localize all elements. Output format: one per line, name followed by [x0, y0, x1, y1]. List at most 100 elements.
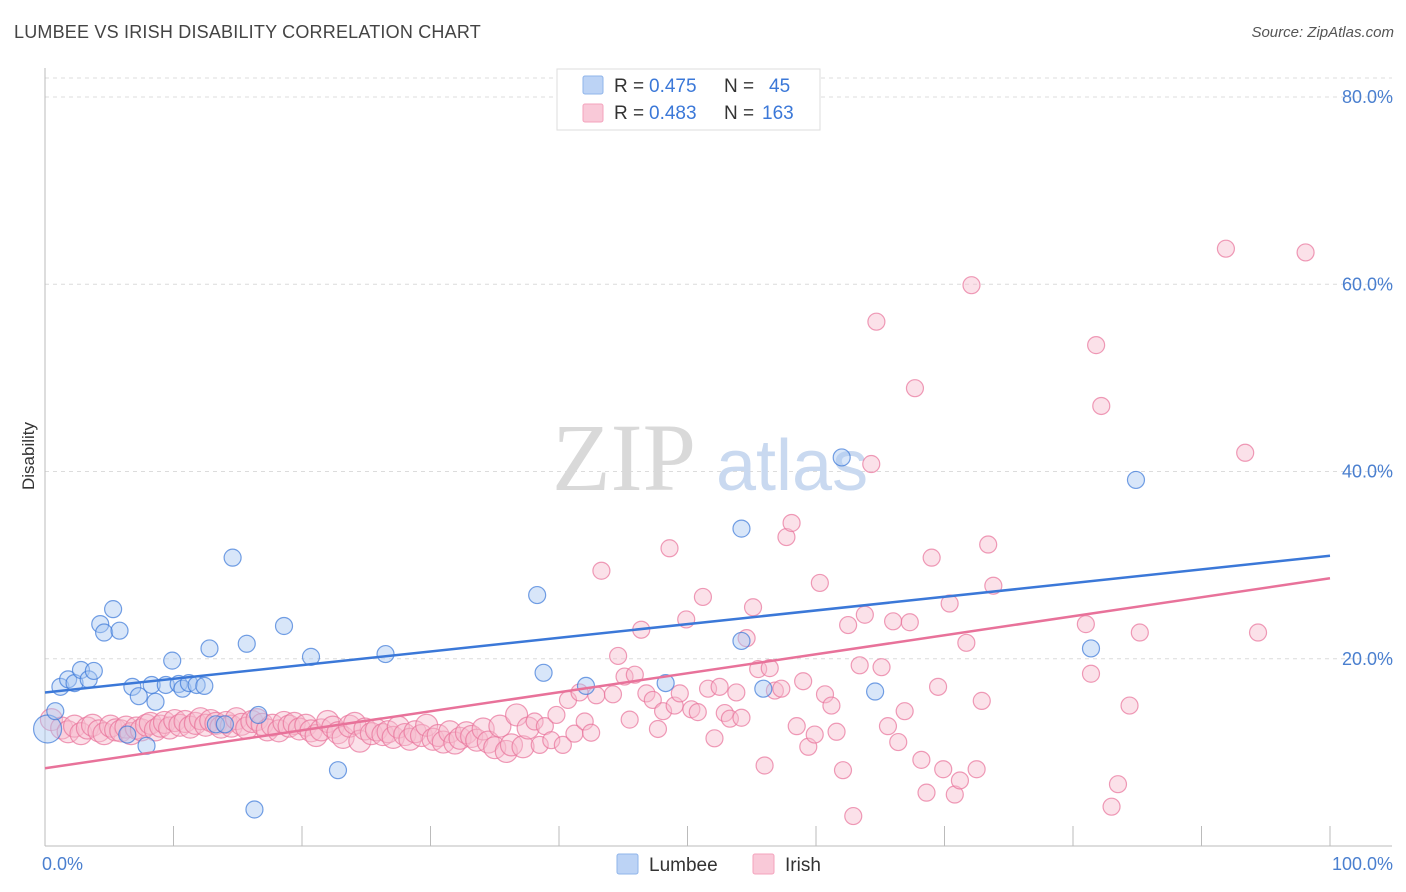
lumbee-point [328, 761, 348, 780]
trend-lines [44, 554, 1331, 770]
irish-point [547, 705, 566, 725]
irish-point [928, 677, 948, 696]
lumbee-point [223, 548, 242, 567]
irish-point [348, 729, 372, 753]
lumbee-point [274, 616, 294, 636]
irish-point [967, 760, 986, 779]
lumbee-point [237, 634, 256, 653]
legend-swatch-irish [582, 103, 604, 123]
irish-point [1102, 797, 1121, 816]
irish-point [705, 729, 724, 748]
irish-point [889, 732, 908, 752]
irish-point [895, 702, 914, 721]
lumbee-trend-line [44, 554, 1331, 694]
irish-point [872, 658, 891, 677]
irish-trend-line [44, 576, 1331, 770]
irish-point [653, 702, 673, 721]
irish-point [855, 605, 874, 624]
lumbee-point [528, 585, 547, 605]
irish-point [839, 615, 858, 635]
irish-point [488, 714, 512, 738]
lumbee-point [65, 673, 84, 693]
irish-point [743, 598, 763, 617]
legend-n-label-irish: N = [724, 103, 754, 124]
lumbee-point [534, 663, 553, 682]
irish-point [715, 703, 734, 723]
legend-n-label-lumbee: N = [724, 76, 754, 97]
irish-point [620, 710, 639, 729]
legend-bottom-swatch-irish [752, 853, 775, 875]
irish-point [1236, 443, 1255, 462]
lumbee-point [129, 687, 148, 706]
legend-n-value-lumbee: 45 [769, 76, 790, 97]
irish-point [900, 613, 919, 632]
irish-point [850, 656, 869, 675]
irish-point [149, 714, 173, 738]
lumbee-point [95, 623, 114, 642]
y-axis-title: Disability [19, 421, 38, 490]
irish-point [553, 735, 572, 754]
x-tick-label-min: 0.0% [42, 854, 83, 874]
irish-point [710, 677, 729, 696]
lumbee-point [91, 615, 110, 634]
irish-point [912, 750, 931, 769]
lumbee-point [866, 682, 885, 701]
irish-point [1087, 336, 1106, 355]
irish-point [962, 276, 981, 295]
irish-point [922, 548, 941, 567]
legend-top: R = 0.475 N = 45 R = 0.483 N = 163 [556, 68, 821, 131]
y-tick-label-40: 40.0% [1342, 462, 1393, 482]
irish-point [1130, 623, 1149, 642]
lumbee-point [200, 639, 219, 658]
irish-point [844, 806, 863, 826]
irish-point [625, 665, 644, 684]
irish-point [511, 735, 535, 759]
irish-point [732, 708, 751, 727]
irish-point [782, 513, 801, 533]
irish-point [822, 696, 841, 715]
irish-point [1216, 239, 1236, 258]
irish-point [917, 783, 936, 802]
lumbee-point [146, 692, 165, 711]
lumbee-point [215, 715, 234, 734]
irish-point [787, 717, 806, 736]
lumbee-point [732, 519, 751, 538]
legend-swatch-lumbee [582, 75, 604, 95]
irish-point [643, 690, 662, 710]
lumbee-point [118, 725, 137, 744]
lumbee-point [832, 448, 851, 467]
irish-point [530, 735, 549, 754]
legend-n-value-irish: 163 [762, 103, 794, 124]
irish-point [660, 539, 679, 558]
lumbee-point [163, 651, 182, 670]
lumbee-point [245, 800, 264, 819]
irish-point [805, 725, 824, 744]
irish-point [403, 720, 427, 744]
irish-point [542, 731, 561, 750]
irish-point [957, 633, 976, 652]
lumbee-point [110, 621, 129, 640]
irish-point [582, 723, 601, 742]
y-tick-label-20: 20.0% [1342, 649, 1393, 669]
lumbee-point [84, 661, 103, 681]
legend-bottom-swatch-lumbee [616, 853, 639, 875]
lumbee-point [376, 644, 395, 664]
irish-point [867, 312, 886, 331]
irish-point [592, 561, 611, 580]
legend-bottom-irish: Irish [785, 855, 821, 876]
irish-point [670, 684, 689, 703]
irish-point [1108, 775, 1128, 794]
y-tick-label-60: 60.0% [1342, 274, 1393, 294]
irish-point [883, 612, 903, 631]
legend-r-label-irish: R = [614, 103, 644, 124]
legend-bottom-lumbee: Lumbee [649, 855, 718, 876]
lumbee-point [754, 679, 773, 698]
axes [44, 68, 1392, 847]
y-tick-label-80: 80.0% [1342, 87, 1393, 107]
irish-point [737, 629, 756, 648]
irish-point [575, 712, 594, 731]
irish-point [648, 719, 668, 739]
watermark: ZIP atlas [552, 404, 868, 511]
source-label: Source: ZipAtlas.com [1251, 24, 1394, 41]
